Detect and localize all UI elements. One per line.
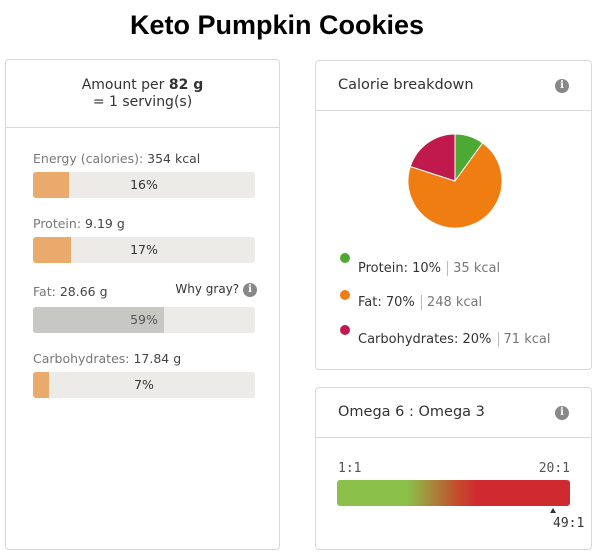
amount-prefix: Amount per xyxy=(81,77,165,93)
why-gray-link[interactable]: Why gray? i xyxy=(175,282,257,297)
legend-percent: 70% xyxy=(385,295,415,310)
omega-marker-icon xyxy=(550,508,556,513)
progress-percent: 7% xyxy=(134,377,154,392)
why-gray-label: Why gray? xyxy=(175,282,240,296)
legend-percent: 20% xyxy=(462,332,492,347)
card-title: Omega 6 : Omega 3 xyxy=(338,404,485,420)
omega-marker-label: 49:1 xyxy=(553,516,585,531)
amount-grams: 82 g xyxy=(168,77,204,93)
legend-name: Fat: xyxy=(358,295,382,310)
progress-fill xyxy=(33,307,164,333)
pie-slice-carbohydrates xyxy=(409,133,456,182)
legend-kcal: 248 kcal xyxy=(420,295,483,310)
omega-right-label: 20:1 xyxy=(538,461,570,476)
calorie-pie-chart xyxy=(407,133,503,229)
amount-header: Amount per 82 g = 1 serving(s) xyxy=(6,60,279,128)
card-header: Calorie breakdown i xyxy=(316,61,591,111)
legend-dot xyxy=(340,290,350,300)
legend-name: Protein: xyxy=(358,261,408,276)
omega-ratio-bar xyxy=(337,480,570,506)
info-icon[interactable]: i xyxy=(243,282,257,297)
legend-name: Carbohydrates: xyxy=(358,332,459,347)
nutrient-label: Protein: xyxy=(33,216,82,231)
info-icon[interactable]: i xyxy=(555,406,569,420)
nutrition-card: Amount per 82 g = 1 serving(s) Energy (c… xyxy=(5,59,280,550)
progress-bar: 17% xyxy=(33,237,255,263)
card-header: Omega 6 : Omega 3 i xyxy=(316,388,591,438)
legend-percent: 10% xyxy=(412,261,441,276)
nutrient-value: 17.84 g xyxy=(133,351,182,366)
page-title: Keto Pumpkin Cookies xyxy=(129,10,425,40)
progress-percent: 17% xyxy=(130,242,158,257)
progress-percent: 16% xyxy=(130,177,158,192)
nutrient-carbohydrates: Carbohydrates: 17.84 g 7% xyxy=(33,351,255,398)
nutrient-energy: Energy (calories): 354 kcal 16% xyxy=(33,151,255,198)
progress-fill xyxy=(33,237,71,263)
omega-card: Omega 6 : Omega 3 i 1:1 20:1 49:1 xyxy=(315,387,592,550)
omega-left-label: 1:1 xyxy=(338,461,362,476)
nutrient-value: 9.19 g xyxy=(85,216,125,231)
progress-fill xyxy=(33,372,49,398)
nutrient-value: 354 kcal xyxy=(147,151,201,166)
nutrient-value: 28.66 g xyxy=(59,284,108,299)
progress-bar: 7% xyxy=(33,372,255,398)
progress-fill xyxy=(33,172,69,198)
legend-dot xyxy=(340,253,350,263)
nutrient-label: Carbohydrates: xyxy=(33,351,130,366)
nutrient-fat: Fat: 28.66 g Why gray? i 59% xyxy=(33,282,257,333)
progress-percent: 59% xyxy=(130,312,158,327)
pie-slice-fat xyxy=(407,142,503,229)
calorie-breakdown-card: Calorie breakdown i Protein: 10% 35 kcal… xyxy=(315,60,592,370)
legend-kcal: 35 kcal xyxy=(447,261,501,276)
card-title: Calorie breakdown xyxy=(338,77,474,93)
nutrient-label: Energy (calories): xyxy=(33,151,144,166)
nutrient-label: Fat: xyxy=(33,284,56,299)
amount-serving: = 1 serving(s) xyxy=(92,94,193,110)
info-icon[interactable]: i xyxy=(555,79,569,93)
nutrient-protein: Protein: 9.19 g 17% xyxy=(33,216,255,263)
legend-dot xyxy=(340,325,350,335)
legend-kcal: 71 kcal xyxy=(497,332,551,347)
progress-bar: 16% xyxy=(33,172,255,198)
progress-bar: 59% xyxy=(33,307,255,333)
